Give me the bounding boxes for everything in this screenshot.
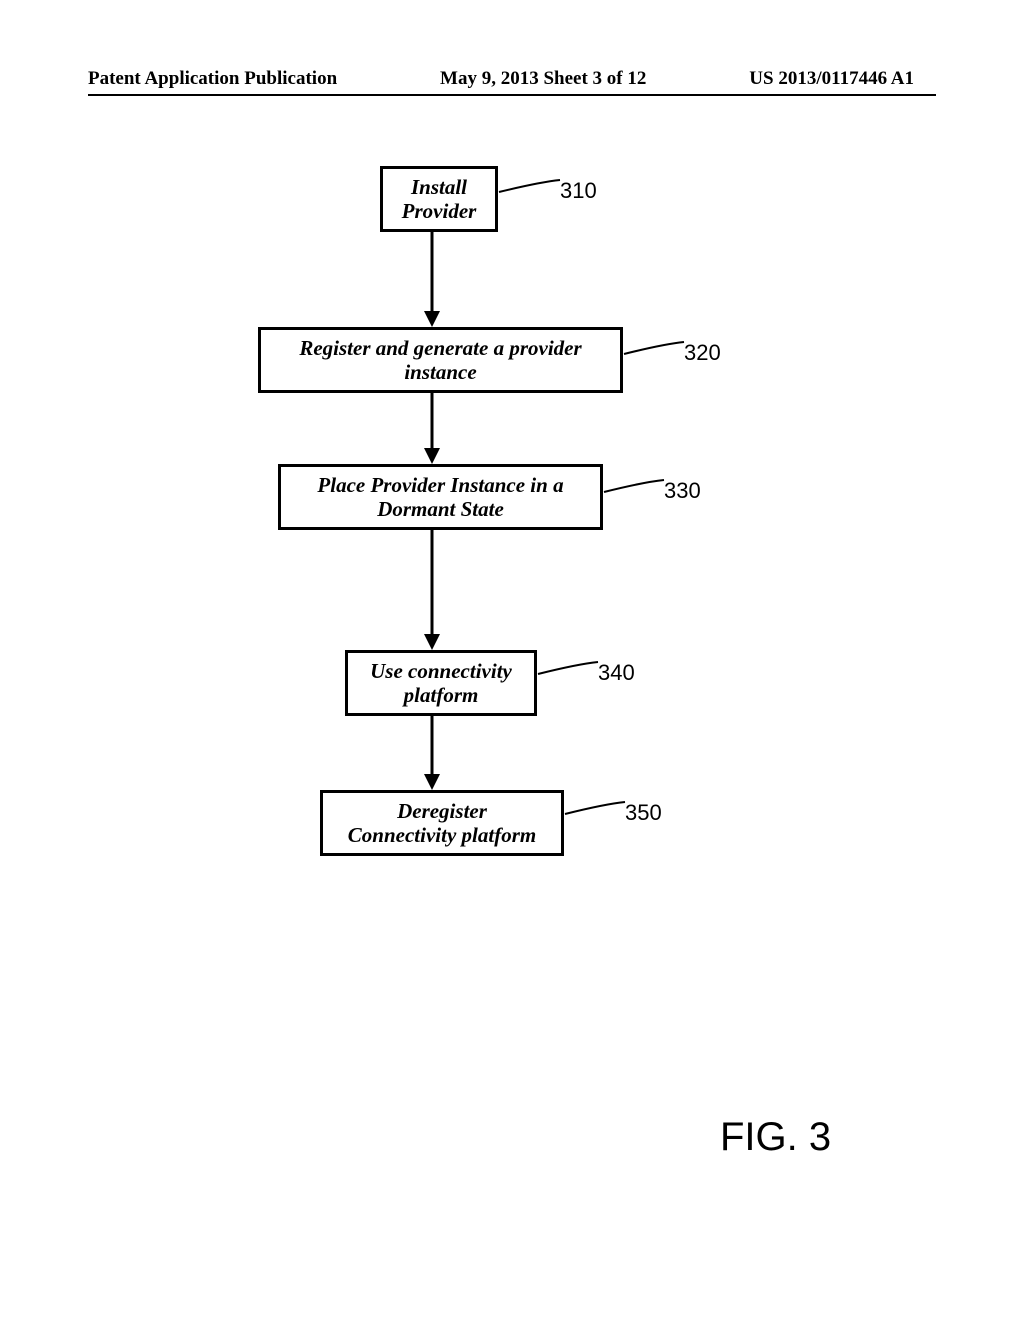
flow-box-text: Register and generate a providerinstance <box>299 336 581 384</box>
header-left: Patent Application Publication <box>88 68 337 90</box>
ref-label-330: 330 <box>664 478 701 504</box>
flow-box-text: Use connectivityplatform <box>370 659 512 707</box>
flow-box-310: InstallProvider <box>380 166 498 232</box>
flow-box-350: DeregisterConnectivity platform <box>320 790 564 856</box>
figure-label: FIG. 3 <box>720 1115 831 1160</box>
ref-label-340: 340 <box>598 660 635 686</box>
ref-label-350: 350 <box>625 800 662 826</box>
flow-box-340: Use connectivityplatform <box>345 650 537 716</box>
header-rule <box>88 94 936 96</box>
flow-box-330: Place Provider Instance in aDormant Stat… <box>278 464 603 530</box>
header-center: May 9, 2013 Sheet 3 of 12 <box>440 68 646 90</box>
page-header: Patent Application Publication May 9, 20… <box>0 68 1024 90</box>
ref-label-320: 320 <box>684 340 721 366</box>
flow-box-text: InstallProvider <box>402 175 477 223</box>
flow-box-text: Place Provider Instance in aDormant Stat… <box>317 473 563 521</box>
ref-label-310: 310 <box>560 178 597 204</box>
header-right: US 2013/0117446 A1 <box>749 68 914 90</box>
flow-box-text: DeregisterConnectivity platform <box>348 799 536 847</box>
flow-box-320: Register and generate a providerinstance <box>258 327 623 393</box>
